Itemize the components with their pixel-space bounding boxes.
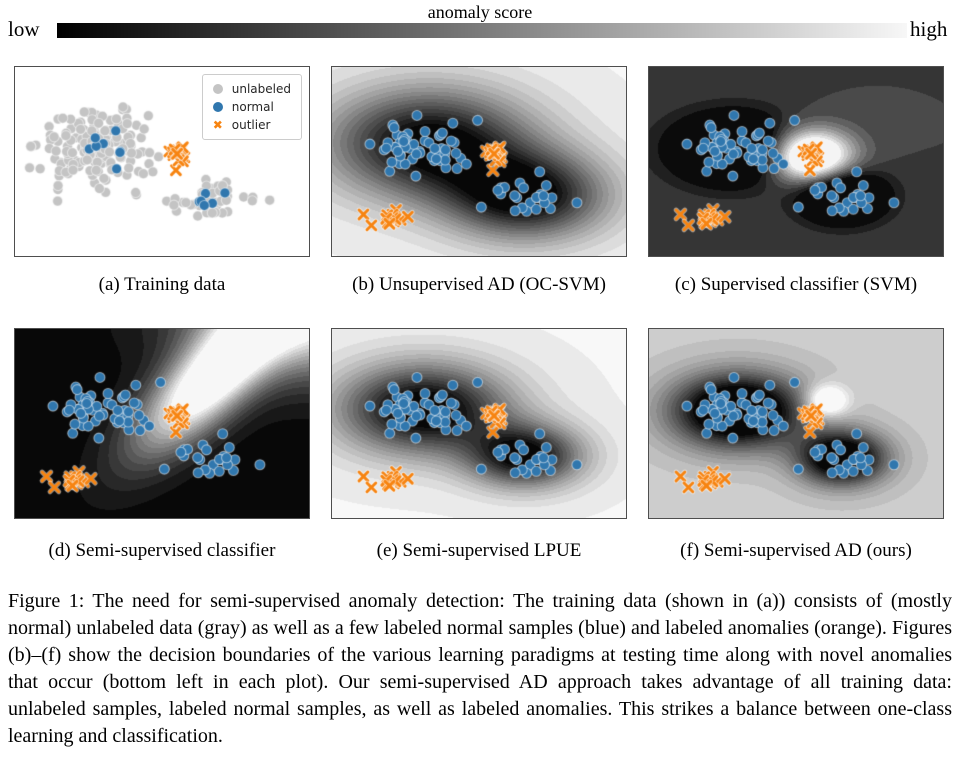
legend-label: normal [231,100,274,114]
panel-semisupervised-lpue-canvas [332,329,626,518]
normal-marker-icon [212,102,223,112]
colorbar-gradient [57,23,907,38]
panel-semisupervised-ad-ours-canvas [649,329,943,518]
panel-semisupervised-classifier [14,328,310,519]
colorbar-high-label: high [910,17,948,41]
legend-item-outlier: ✖ outlier [211,116,291,134]
figure-caption: Figure 1: The need for semi-supervised a… [8,590,952,747]
panel-unsupervised-ocsvm [331,66,627,257]
subcaption-b: (b) Unsupervised AD (OC-SVM) [352,274,606,295]
panel-supervised-svm [648,66,944,257]
panel-semisupervised-lpue [331,328,627,519]
panel-supervised-svm-canvas [649,67,943,256]
legend-item-unlabeled: unlabeled [211,80,291,98]
colorbar-title: anomaly score [427,2,533,22]
unlabeled-marker-icon [212,84,223,94]
panel-semisupervised-classifier-canvas [15,329,309,518]
legend-label: outlier [231,118,271,132]
outlier-marker-icon: ✖ [212,118,223,132]
subcaption-f: (f) Semi-supervised AD (ours) [680,540,912,561]
legend: unlabeled normal ✖ outlier [201,74,302,140]
subcaption-a: (a) Training data [98,274,226,295]
panel-semisupervised-ad-ours [648,328,944,519]
legend-item-normal: normal [211,98,291,116]
panel-unsupervised-ocsvm-canvas [332,67,626,256]
subcaption-e: (e) Semi-supervised LPUE [376,540,582,561]
legend-label: unlabeled [231,82,291,96]
panel-training-data: unlabeled normal ✖ outlier [14,66,310,257]
colorbar-low-label: low [8,17,40,41]
subcaption-c: (c) Supervised classifier (SVM) [674,274,918,295]
subcaption-d: (d) Semi-supervised classifier [48,540,276,561]
